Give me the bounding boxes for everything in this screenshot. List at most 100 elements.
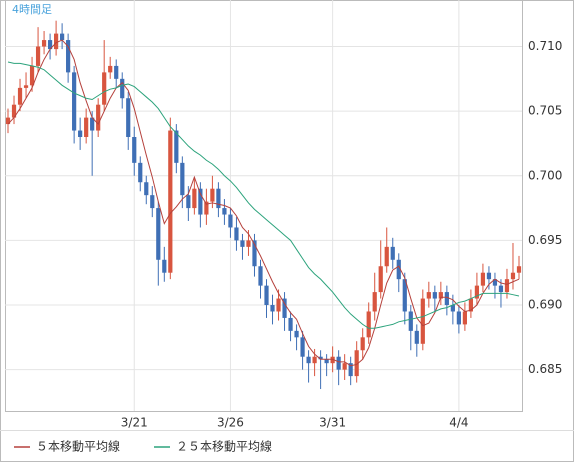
- candle-body: [372, 292, 377, 312]
- candle-body: [198, 188, 203, 215]
- candle-body: [510, 272, 516, 280]
- candle-body: [294, 330, 299, 338]
- candle-body: [516, 266, 522, 273]
- candle-body: [78, 130, 83, 137]
- candle-body: [204, 201, 209, 215]
- candle-body: [288, 317, 293, 331]
- candle-body: [354, 350, 359, 377]
- candle-body: [414, 330, 419, 344]
- candle-body: [366, 311, 371, 338]
- candle-body: [396, 259, 401, 280]
- candle-body: [450, 305, 455, 312]
- x-tick-label: 4/4: [449, 416, 468, 430]
- y-tick-label: 0.695: [528, 233, 562, 247]
- candle-body: [420, 298, 425, 344]
- legend-label: ５本移動平均線: [36, 439, 120, 454]
- candle-body: [150, 195, 155, 209]
- candle-body: [246, 240, 251, 247]
- y-tick-label: 0.710: [528, 39, 562, 53]
- candle-body: [432, 292, 437, 299]
- candle-body: [402, 279, 407, 312]
- candle-body: [210, 188, 215, 202]
- legend-label: ２５本移動平均線: [176, 439, 272, 454]
- candle-body: [72, 72, 77, 131]
- candle-body: [156, 208, 161, 260]
- moving-average-line: [7, 39, 520, 367]
- candle-body: [306, 356, 311, 364]
- candle-body: [17, 87, 23, 105]
- x-tick-label: 3/31: [319, 416, 346, 430]
- candle-body: [384, 246, 389, 267]
- x-tick-label: 3/21: [121, 416, 148, 430]
- candle-body: [102, 72, 107, 105]
- candle-body: [60, 33, 65, 41]
- candle-body: [318, 356, 323, 360]
- candle-body: [360, 337, 365, 351]
- candle-body: [41, 40, 47, 47]
- candle-body: [53, 33, 59, 50]
- y-tick-label: 0.685: [528, 362, 562, 376]
- candle-body: [486, 272, 492, 280]
- plot-area: [5, 0, 523, 412]
- candle-body: [258, 266, 263, 286]
- candle-body: [342, 363, 347, 370]
- candle-body: [174, 130, 179, 163]
- candle-body: [186, 195, 191, 209]
- candle-body: [138, 162, 143, 183]
- candle-body: [456, 311, 461, 325]
- candle-body: [240, 240, 245, 247]
- candle-body: [462, 311, 467, 325]
- candle-body: [270, 305, 275, 312]
- candle-body: [468, 298, 474, 312]
- candle-body: [498, 285, 504, 293]
- candle-body: [108, 65, 113, 73]
- candle-body: [408, 311, 413, 331]
- candle-body: [330, 356, 335, 364]
- candle-body: [264, 285, 269, 306]
- candle-body: [426, 292, 431, 299]
- moving-average-line: [7, 61, 520, 329]
- candle-body: [444, 292, 449, 306]
- candle-body: [504, 279, 510, 293]
- candle-body: [348, 363, 353, 377]
- candle-body: [5, 117, 11, 125]
- candle-body: [66, 40, 71, 73]
- candle-body: [474, 285, 480, 299]
- y-tick-label: 0.700: [528, 168, 562, 182]
- candle-body: [234, 227, 239, 241]
- candle-body: [120, 78, 125, 99]
- candle-body: [144, 182, 149, 196]
- candle-body: [282, 298, 287, 318]
- candle-body: [228, 214, 233, 228]
- candle-body: [96, 104, 101, 131]
- candle-body: [390, 246, 395, 260]
- timeframe-label: 4時間足: [12, 3, 52, 16]
- candle-body: [84, 117, 89, 137]
- candle-body: [168, 130, 173, 273]
- candle-body: [90, 117, 95, 131]
- candle-body: [336, 356, 341, 370]
- candle-body: [300, 337, 305, 357]
- candle-body: [438, 292, 443, 299]
- candle-body: [216, 188, 221, 209]
- candle-body: [132, 137, 137, 163]
- candle-body: [276, 298, 281, 312]
- candle-body: [192, 188, 197, 209]
- candle-body: [492, 279, 498, 286]
- candle-body: [180, 162, 185, 196]
- y-tick-label: 0.705: [528, 104, 562, 118]
- candle-body: [378, 266, 383, 293]
- candle-body: [23, 85, 29, 88]
- candle-body: [222, 208, 227, 215]
- x-tick-label: 3/26: [217, 416, 244, 430]
- candle-body: [114, 65, 119, 79]
- candle-body: [480, 272, 486, 286]
- candle-body: [126, 98, 131, 137]
- y-tick-label: 0.690: [528, 298, 562, 312]
- candle-body: [162, 259, 167, 273]
- candle-body: [312, 356, 317, 364]
- candle-body: [324, 359, 329, 364]
- candle-body: [47, 40, 53, 50]
